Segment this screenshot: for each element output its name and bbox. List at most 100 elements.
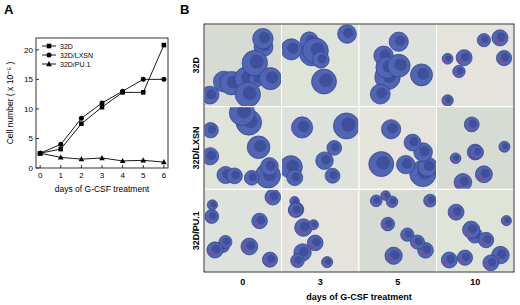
cell bbox=[381, 217, 395, 231]
y-tick bbox=[36, 79, 39, 80]
cell-nucleus bbox=[250, 55, 264, 69]
cell-nucleus bbox=[207, 151, 216, 160]
cell bbox=[450, 153, 461, 164]
cell bbox=[457, 250, 472, 265]
cell-granule bbox=[254, 222, 259, 227]
cell bbox=[289, 202, 304, 217]
cell-nucleus bbox=[341, 118, 355, 132]
micrograph-border bbox=[282, 24, 360, 107]
micrograph-border bbox=[359, 107, 437, 190]
micrograph-border bbox=[359, 24, 437, 107]
micrograph bbox=[359, 107, 437, 190]
micrograph-border bbox=[437, 107, 515, 190]
cell bbox=[381, 120, 400, 139]
cell-nucleus bbox=[419, 146, 429, 156]
cell-granule bbox=[323, 263, 326, 266]
micrograph bbox=[282, 107, 360, 190]
point bbox=[120, 89, 125, 94]
cell-granule bbox=[460, 258, 465, 263]
row-label: 32D/PU.1 bbox=[191, 211, 201, 250]
point bbox=[141, 90, 146, 95]
cell bbox=[291, 254, 305, 268]
cell bbox=[262, 252, 277, 267]
row-label: 32D/LXSN bbox=[191, 126, 201, 169]
x-tick bbox=[143, 165, 144, 168]
legend-label: 32D/LXSN bbox=[60, 52, 93, 59]
cell-granule bbox=[503, 221, 506, 224]
micrograph-background bbox=[437, 24, 515, 107]
point bbox=[79, 121, 84, 126]
point bbox=[37, 150, 43, 155]
legend-marker bbox=[46, 61, 52, 66]
series-line bbox=[40, 153, 164, 162]
row-label: 32D bbox=[191, 57, 201, 74]
cell-granule bbox=[267, 198, 272, 203]
micrograph-background bbox=[359, 107, 437, 190]
cell-nucleus bbox=[259, 32, 270, 43]
point bbox=[120, 158, 126, 163]
cell bbox=[333, 113, 359, 139]
cell-nucleus bbox=[417, 68, 429, 80]
cell bbox=[338, 24, 357, 43]
cell-nucleus bbox=[343, 28, 353, 38]
x-tick bbox=[81, 165, 82, 168]
y-axis-label: Cell number ( x 10⁻⁵ ) bbox=[5, 62, 15, 145]
cell-nucleus bbox=[206, 89, 216, 99]
x-tick-label: 4 bbox=[120, 171, 125, 180]
micrograph-border bbox=[204, 24, 282, 107]
cell bbox=[235, 82, 260, 107]
cell-nucleus bbox=[376, 88, 387, 99]
cell-nucleus bbox=[231, 171, 240, 180]
cell-granule bbox=[459, 58, 464, 63]
micrograph-border bbox=[204, 107, 282, 190]
legend-marker bbox=[47, 53, 52, 58]
cell-granule bbox=[426, 201, 430, 205]
figure: AB051015200123456days of G-CSF treatment… bbox=[0, 0, 520, 305]
cell bbox=[454, 174, 472, 190]
cell-nucleus bbox=[321, 155, 331, 165]
cell-granule bbox=[372, 201, 376, 205]
y-tick-label: 20 bbox=[24, 46, 33, 55]
cell-granule bbox=[290, 211, 294, 215]
panel-label: A bbox=[4, 2, 14, 17]
cell bbox=[227, 168, 243, 184]
cell-nucleus bbox=[319, 73, 333, 87]
cell-nucleus bbox=[402, 159, 412, 169]
plot-data bbox=[37, 43, 166, 165]
cell-granule bbox=[455, 72, 459, 76]
point bbox=[79, 156, 85, 161]
plot-frame bbox=[36, 38, 168, 168]
point bbox=[162, 43, 167, 48]
cell-nucleus bbox=[266, 161, 276, 171]
cell-granule bbox=[478, 175, 483, 180]
cell-nucleus bbox=[394, 58, 406, 70]
cell-granule bbox=[501, 147, 504, 150]
y-tick bbox=[36, 108, 39, 109]
cell bbox=[207, 242, 223, 258]
x-tick-label: 6 bbox=[162, 171, 167, 180]
micrograph-background bbox=[204, 24, 282, 107]
cell-nucleus bbox=[243, 86, 257, 100]
cell-granule bbox=[494, 39, 499, 44]
cell bbox=[442, 53, 453, 64]
micrograph-border bbox=[282, 189, 360, 272]
cell-granule bbox=[420, 251, 425, 256]
panel-label: B bbox=[180, 2, 189, 17]
cell bbox=[252, 213, 268, 229]
cell bbox=[501, 215, 511, 225]
cell-granule bbox=[388, 202, 391, 205]
micrograph bbox=[437, 189, 515, 272]
cell-nucleus bbox=[298, 121, 310, 133]
micrograph-background bbox=[204, 189, 282, 272]
column-label: 3 bbox=[318, 277, 323, 287]
cell bbox=[292, 117, 313, 138]
point bbox=[141, 77, 146, 82]
micrograph-border bbox=[204, 189, 282, 272]
column-label: 0 bbox=[240, 277, 245, 287]
y-tick-label: 5 bbox=[29, 134, 34, 143]
cell bbox=[287, 170, 303, 186]
cell bbox=[244, 171, 259, 186]
x-tick-label: 0 bbox=[38, 171, 43, 180]
cell bbox=[325, 168, 340, 183]
cell bbox=[204, 123, 218, 138]
